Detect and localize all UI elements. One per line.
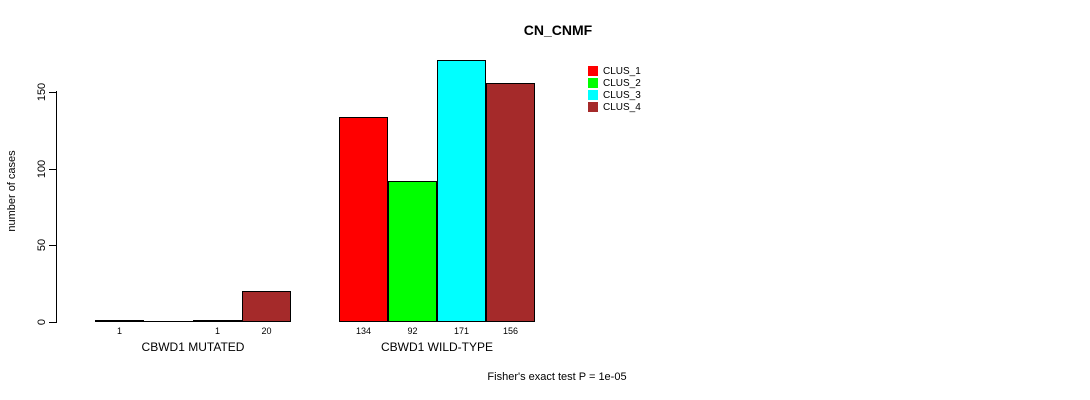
bar-clus_3-group2 bbox=[437, 60, 486, 322]
bar-value-label-clus_4-group1: 20 bbox=[261, 326, 272, 336]
y-tick-label-150: 150 bbox=[36, 82, 48, 102]
legend-row-clus_2: CLUS_2 bbox=[588, 77, 641, 89]
legend-row-clus_4: CLUS_4 bbox=[588, 101, 641, 113]
legend-label-clus_3: CLUS_3 bbox=[603, 89, 641, 101]
chart-title: CN_CNMF bbox=[523, 22, 593, 38]
legend-swatch-clus_4 bbox=[588, 102, 598, 112]
bar-value-label-clus_3-group1: 1 bbox=[214, 326, 221, 336]
bar-value-label-clus_1-group2: 134 bbox=[355, 326, 372, 336]
y-tick-mark-100 bbox=[49, 169, 56, 170]
stat-annotation: Fisher's exact test P = 1e-05 bbox=[487, 371, 627, 383]
bar-clus_4-group2 bbox=[486, 83, 535, 322]
legend-row-clus_1: CLUS_1 bbox=[588, 65, 641, 77]
group-label-1: CBWD1 MUTATED bbox=[141, 340, 245, 354]
group-label-2: CBWD1 WILD-TYPE bbox=[380, 340, 494, 354]
bar-clus_2-group2 bbox=[388, 181, 437, 322]
bar-clus_1-group2 bbox=[339, 117, 388, 322]
legend-label-clus_1: CLUS_1 bbox=[603, 65, 641, 77]
bar-clus_4-group1 bbox=[242, 291, 291, 322]
y-tick-label-50: 50 bbox=[36, 238, 48, 252]
legend: CLUS_1 CLUS_2 CLUS_3 CLUS_4 bbox=[588, 65, 641, 113]
y-tick-label-0: 0 bbox=[36, 318, 48, 326]
legend-row-clus_3: CLUS_3 bbox=[588, 89, 641, 101]
legend-swatch-clus_2 bbox=[588, 78, 598, 88]
legend-label-clus_4: CLUS_4 bbox=[603, 101, 641, 113]
y-axis-label: number of cases bbox=[6, 150, 18, 232]
bar-clus_1-group1 bbox=[95, 320, 144, 322]
y-tick-mark-0 bbox=[49, 322, 56, 323]
y-axis-line bbox=[56, 91, 57, 323]
bar-clus_3-group1 bbox=[193, 320, 242, 322]
bar-value-label-clus_1-group1: 1 bbox=[116, 326, 123, 336]
legend-swatch-clus_1 bbox=[588, 66, 598, 76]
bar-value-label-clus_4-group2: 156 bbox=[502, 326, 519, 336]
bar-clus_2-group1 bbox=[144, 321, 193, 322]
y-tick-mark-50 bbox=[49, 245, 56, 246]
y-tick-mark-150 bbox=[49, 92, 56, 93]
legend-label-clus_2: CLUS_2 bbox=[603, 77, 641, 89]
bar-value-label-clus_3-group2: 171 bbox=[453, 326, 470, 336]
legend-swatch-clus_3 bbox=[588, 90, 598, 100]
y-tick-label-100: 100 bbox=[36, 159, 48, 179]
bar-value-label-clus_2-group2: 92 bbox=[407, 326, 418, 336]
